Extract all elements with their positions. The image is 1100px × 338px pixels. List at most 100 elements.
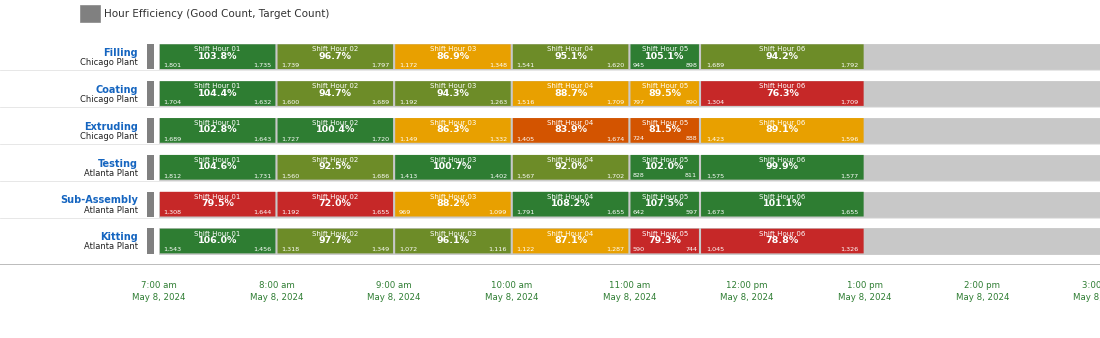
Text: 1,674: 1,674 (606, 137, 625, 141)
Text: 1,287: 1,287 (607, 247, 625, 252)
Text: Atlanta Plant: Atlanta Plant (84, 242, 138, 251)
Text: 1,655: 1,655 (840, 210, 858, 215)
Text: 744: 744 (685, 247, 697, 252)
Text: 969: 969 (399, 210, 411, 215)
Text: 1,304: 1,304 (706, 100, 725, 104)
Text: 104.4%: 104.4% (198, 89, 238, 98)
Text: Shift Hour 03: Shift Hour 03 (430, 157, 476, 163)
Text: Testing: Testing (98, 159, 138, 169)
Text: Atlanta Plant: Atlanta Plant (84, 206, 138, 215)
Text: 1,263: 1,263 (488, 100, 507, 104)
Text: Shift Hour 02: Shift Hour 02 (312, 83, 359, 89)
Text: 72.0%: 72.0% (319, 199, 352, 208)
FancyBboxPatch shape (395, 155, 510, 179)
Text: Shift Hour 02: Shift Hour 02 (312, 120, 359, 126)
Text: 724: 724 (632, 137, 645, 141)
FancyBboxPatch shape (160, 81, 275, 106)
Bar (147, 192, 154, 217)
Text: 1,655: 1,655 (606, 210, 625, 215)
Text: Shift Hour 01: Shift Hour 01 (195, 157, 241, 163)
FancyBboxPatch shape (277, 155, 393, 179)
Text: 83.9%: 83.9% (554, 125, 587, 135)
FancyBboxPatch shape (513, 155, 628, 179)
Text: 1,149: 1,149 (399, 137, 417, 141)
FancyBboxPatch shape (513, 118, 628, 143)
Text: 1,332: 1,332 (488, 137, 507, 141)
Text: Shift Hour 03: Shift Hour 03 (430, 231, 476, 237)
Text: 945: 945 (632, 63, 645, 68)
FancyBboxPatch shape (513, 192, 628, 217)
Text: 1,567: 1,567 (517, 173, 535, 178)
Text: 78.8%: 78.8% (766, 236, 799, 245)
Text: 1,122: 1,122 (517, 247, 535, 252)
Text: 898: 898 (685, 63, 697, 68)
Text: 1,644: 1,644 (253, 210, 272, 215)
Text: 1,575: 1,575 (706, 173, 725, 178)
Text: Hour Efficiency (Good Count, Target Count): Hour Efficiency (Good Count, Target Coun… (104, 8, 330, 19)
Bar (158, 81, 1100, 106)
FancyBboxPatch shape (701, 44, 864, 69)
Bar (158, 44, 1100, 69)
Text: 1,308: 1,308 (164, 210, 182, 215)
Text: 1,739: 1,739 (282, 63, 299, 68)
Text: 79.3%: 79.3% (648, 236, 681, 245)
FancyBboxPatch shape (277, 192, 393, 217)
FancyBboxPatch shape (395, 118, 510, 143)
Text: 1,560: 1,560 (282, 173, 299, 178)
FancyBboxPatch shape (277, 118, 393, 143)
Text: Shift Hour 06: Shift Hour 06 (759, 194, 805, 200)
Text: Shift Hour 06: Shift Hour 06 (759, 120, 805, 126)
FancyBboxPatch shape (160, 229, 275, 254)
Text: 87.1%: 87.1% (554, 236, 587, 245)
Text: Shift Hour 05: Shift Hour 05 (641, 231, 688, 237)
Text: 1,792: 1,792 (840, 63, 858, 68)
Text: 1,349: 1,349 (371, 247, 389, 252)
Text: Shift Hour 02: Shift Hour 02 (312, 46, 359, 52)
Text: Shift Hour 05: Shift Hour 05 (641, 83, 688, 89)
Bar (147, 228, 154, 254)
Bar (0, 227, 1100, 255)
Text: 1,192: 1,192 (399, 100, 417, 104)
FancyBboxPatch shape (630, 155, 698, 179)
Text: Chicago Plant: Chicago Plant (80, 58, 138, 67)
Text: 92.5%: 92.5% (319, 162, 352, 171)
Bar (147, 81, 154, 106)
Text: 1,686: 1,686 (371, 173, 389, 178)
Text: Shift Hour 02: Shift Hour 02 (312, 157, 359, 163)
FancyBboxPatch shape (701, 192, 864, 217)
FancyBboxPatch shape (701, 118, 864, 143)
Text: Shift Hour 03: Shift Hour 03 (430, 120, 476, 126)
Text: Shift Hour 04: Shift Hour 04 (548, 194, 594, 200)
Text: Chicago Plant: Chicago Plant (80, 95, 138, 104)
FancyBboxPatch shape (395, 81, 510, 106)
FancyBboxPatch shape (160, 155, 275, 179)
Text: 1,516: 1,516 (517, 100, 535, 104)
Text: 1,413: 1,413 (399, 173, 417, 178)
Text: 101.1%: 101.1% (762, 199, 802, 208)
Text: 1,727: 1,727 (282, 137, 299, 141)
Text: 89.1%: 89.1% (766, 125, 799, 135)
FancyBboxPatch shape (160, 44, 275, 69)
Text: Shift Hour 05: Shift Hour 05 (641, 194, 688, 200)
Text: Shift Hour 02: Shift Hour 02 (312, 231, 359, 237)
Text: 1,709: 1,709 (840, 100, 858, 104)
FancyBboxPatch shape (630, 44, 698, 69)
Text: 86.9%: 86.9% (437, 52, 470, 61)
Text: 96.1%: 96.1% (437, 236, 470, 245)
Text: Shift Hour 03: Shift Hour 03 (430, 46, 476, 52)
Text: 1,720: 1,720 (372, 137, 389, 141)
Bar (158, 192, 1100, 217)
FancyBboxPatch shape (701, 155, 864, 179)
Text: 81.5%: 81.5% (648, 125, 681, 135)
Text: 1,172: 1,172 (399, 63, 417, 68)
Text: 1,731: 1,731 (253, 173, 272, 178)
Text: Extruding: Extruding (84, 122, 138, 132)
Bar (0, 154, 1100, 181)
Text: 797: 797 (632, 100, 645, 104)
Text: Shift Hour 01: Shift Hour 01 (195, 120, 241, 126)
Text: 1,405: 1,405 (517, 137, 535, 141)
FancyBboxPatch shape (160, 192, 275, 217)
Text: Shift Hour 01: Shift Hour 01 (195, 194, 241, 200)
Text: Shift Hour 01: Shift Hour 01 (195, 231, 241, 237)
Text: Shift Hour 04: Shift Hour 04 (548, 157, 594, 163)
